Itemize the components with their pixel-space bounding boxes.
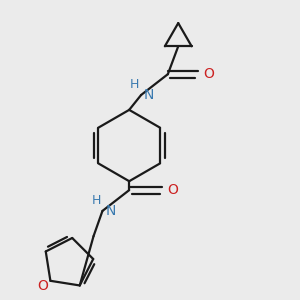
- Text: N: N: [144, 88, 154, 102]
- Text: H: H: [92, 194, 101, 207]
- Text: N: N: [105, 204, 116, 218]
- Text: O: O: [168, 183, 178, 197]
- Text: H: H: [130, 78, 140, 92]
- Text: O: O: [38, 279, 48, 293]
- Text: O: O: [203, 67, 214, 81]
